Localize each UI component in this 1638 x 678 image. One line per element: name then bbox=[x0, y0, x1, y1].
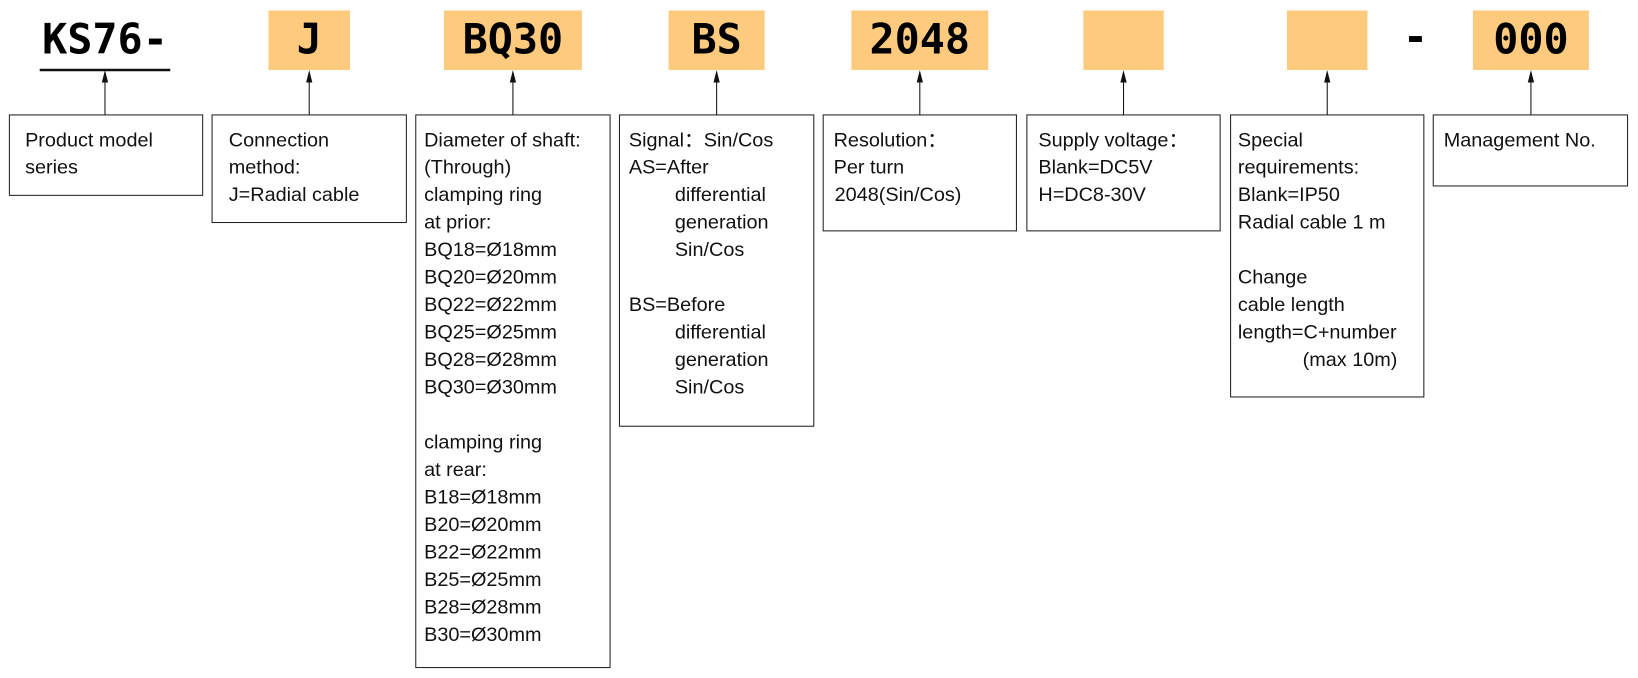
description-line: Change bbox=[1238, 267, 1307, 289]
code-text: BQ30 bbox=[463, 14, 564, 63]
description-line: at rear: bbox=[424, 459, 487, 481]
description-line: method: bbox=[229, 157, 301, 179]
description-line: clamping ring bbox=[424, 431, 542, 453]
description-line: (max 10m) bbox=[1303, 349, 1398, 371]
arrow-head bbox=[1324, 70, 1331, 83]
description-box bbox=[1026, 114, 1221, 232]
description-line: Per turn bbox=[834, 157, 905, 179]
description-line: 2048(Sin/Cos) bbox=[835, 184, 962, 206]
description-line: differential bbox=[675, 184, 766, 206]
description-box bbox=[211, 114, 407, 224]
description-line: BQ18=Ø18mm bbox=[424, 239, 557, 261]
description-line: BQ25=Ø25mm bbox=[424, 322, 557, 344]
description-line: Signal：Sin/Cos bbox=[629, 129, 773, 151]
description-line: Sin/Cos bbox=[675, 377, 745, 399]
description-line: AS=After bbox=[629, 157, 709, 179]
description-line: B22=Ø22mm bbox=[424, 541, 541, 563]
description-line: at prior: bbox=[424, 212, 491, 234]
code-text: J bbox=[297, 14, 322, 63]
description-line: differential bbox=[675, 322, 766, 344]
description-line: Supply voltage： bbox=[1038, 129, 1188, 151]
code-text: KS76- bbox=[42, 14, 168, 63]
description-line: BQ22=Ø22mm bbox=[424, 294, 557, 316]
code-text: 000 bbox=[1493, 14, 1568, 63]
description-line: length=C+number bbox=[1238, 322, 1397, 344]
description-line: Blank=DC5V bbox=[1038, 157, 1153, 179]
description-line: (Through) bbox=[424, 157, 511, 179]
arrow-head bbox=[916, 70, 923, 83]
description-line: B28=Ø28mm bbox=[424, 596, 541, 618]
description-line: J=Radial cable bbox=[229, 184, 360, 206]
description-line: requirements: bbox=[1238, 157, 1359, 179]
description-line: Product model bbox=[25, 129, 153, 151]
description-box bbox=[8, 114, 204, 196]
code-box bbox=[851, 10, 989, 71]
description-line: B18=Ø18mm bbox=[424, 486, 541, 508]
description-line: Resolution： bbox=[834, 129, 948, 151]
arrow-head bbox=[509, 70, 517, 83]
code-box bbox=[443, 10, 582, 71]
description-line: Sin/Cos bbox=[675, 239, 745, 261]
description-line: series bbox=[25, 157, 78, 179]
description-line: Radial cable 1 m bbox=[1238, 212, 1386, 234]
code-text: BS bbox=[691, 14, 741, 63]
code-box bbox=[1287, 10, 1368, 71]
description-box bbox=[822, 114, 1017, 232]
description-line: generation bbox=[675, 212, 769, 234]
description-line: Special bbox=[1238, 129, 1303, 151]
description-box bbox=[1230, 114, 1425, 398]
arrow-head bbox=[101, 70, 109, 83]
arrow-head bbox=[1527, 70, 1535, 83]
description-line: Diameter of shaft: bbox=[424, 129, 581, 151]
description-box bbox=[618, 114, 815, 427]
description-line: BQ30=Ø30mm bbox=[424, 377, 557, 399]
code-box bbox=[668, 10, 765, 71]
description-line: BS=Before bbox=[629, 294, 725, 316]
description-line: clamping ring bbox=[424, 184, 542, 206]
description-line: B25=Ø25mm bbox=[424, 569, 541, 591]
description-line: B30=Ø30mm bbox=[424, 624, 541, 646]
code-box bbox=[268, 10, 350, 71]
code-box bbox=[1472, 10, 1589, 71]
description-line: cable length bbox=[1238, 294, 1345, 316]
arrow-head bbox=[306, 70, 313, 83]
arrow-head bbox=[713, 70, 720, 83]
code-box bbox=[1083, 10, 1164, 71]
description-box bbox=[1432, 114, 1629, 187]
description-line: Connection bbox=[229, 129, 329, 151]
description-line: BQ20=Ø20mm bbox=[424, 267, 557, 289]
description-line: B20=Ø20mm bbox=[424, 514, 541, 536]
description-box bbox=[415, 114, 611, 669]
description-line: generation bbox=[675, 349, 769, 371]
description-line: H=DC8-30V bbox=[1038, 184, 1146, 206]
description-line: Management No. bbox=[1444, 129, 1596, 151]
description-line: Blank=IP50 bbox=[1238, 184, 1340, 206]
description-line: BQ28=Ø28mm bbox=[424, 349, 557, 371]
separator: - bbox=[1403, 12, 1428, 61]
arrow-head bbox=[1120, 70, 1127, 83]
code-text: 2048 bbox=[870, 14, 971, 63]
